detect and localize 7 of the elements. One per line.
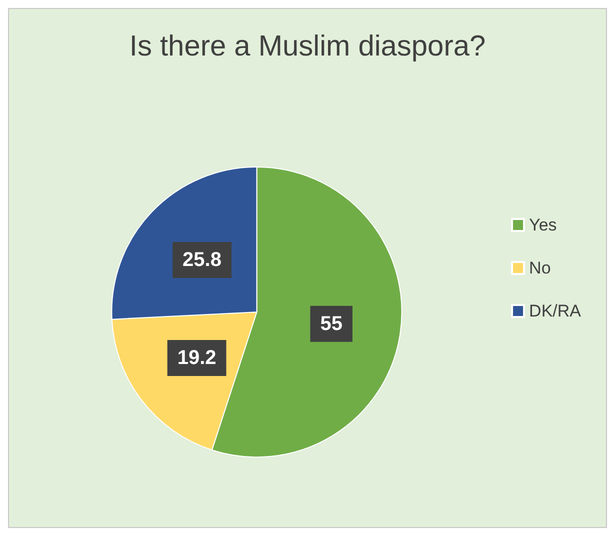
data-label: 25.8 [182,248,222,271]
legend-label: No [529,258,551,278]
legend-label: Yes [529,216,557,234]
data-label: 19.2 [177,346,216,369]
data-label: 55 [320,312,342,335]
legend-label: DK/RA [529,302,582,320]
chart-title: Is there a Muslim diaspora? [129,30,486,62]
